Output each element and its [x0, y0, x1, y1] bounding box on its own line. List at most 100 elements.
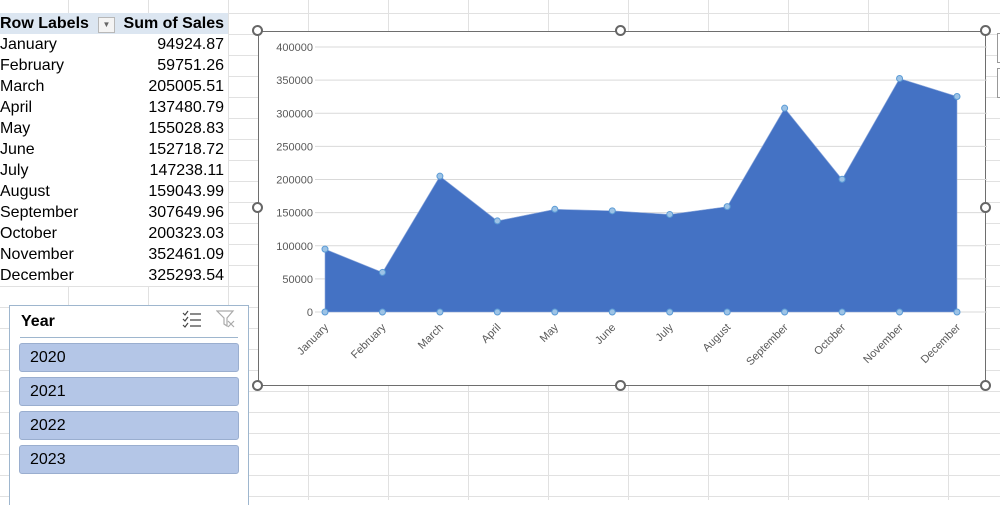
baseline-marker[interactable]: [493, 308, 501, 316]
row-value: 94924.87: [157, 35, 224, 53]
data-point-marker[interactable]: [953, 92, 961, 100]
y-tick-label: 300000: [276, 108, 313, 120]
clear-filter-icon[interactable]: [215, 309, 236, 334]
row-value: 325293.54: [148, 266, 224, 284]
pivot-row[interactable]: April 137480.79: [0, 97, 228, 118]
y-tick-label: 350000: [276, 75, 313, 87]
dropdown-arrow-icon[interactable]: ▼: [98, 16, 115, 33]
pivot-row[interactable]: November 352461.09: [0, 244, 228, 265]
pivot-row[interactable]: December 325293.54: [0, 265, 228, 286]
slicer-item-2022[interactable]: 2022: [19, 411, 239, 440]
slicer-item-2020[interactable]: 2020: [19, 343, 239, 372]
row-label: December: [0, 266, 74, 284]
row-label: March: [0, 77, 45, 95]
row-value: 155028.83: [148, 119, 224, 137]
pivot-row[interactable]: May 155028.83: [0, 118, 228, 139]
row-label: September: [0, 203, 79, 221]
x-tick-label: February: [349, 321, 389, 361]
row-value: 200323.03: [148, 224, 224, 242]
resize-handle[interactable]: [252, 380, 263, 391]
x-tick-label: October: [812, 321, 848, 357]
slicer-item-2023[interactable]: 2023: [19, 445, 239, 474]
row-value: 137480.79: [148, 98, 224, 116]
baseline-marker[interactable]: [953, 308, 961, 316]
y-tick-label: 100000: [276, 241, 313, 253]
data-point-marker[interactable]: [723, 203, 731, 211]
resize-handle[interactable]: [615, 380, 626, 391]
resize-handle[interactable]: [980, 202, 991, 213]
slicer-header: Year: [20, 306, 238, 338]
row-value: 307649.96: [148, 203, 224, 221]
pivot-row[interactable]: March 205005.51: [0, 76, 228, 97]
data-point-marker[interactable]: [551, 205, 559, 213]
baseline-marker[interactable]: [781, 308, 789, 316]
baseline-marker[interactable]: [321, 308, 329, 316]
pivot-row[interactable]: June 152718.72: [0, 139, 228, 160]
pivot-row[interactable]: January 94924.87: [0, 34, 228, 55]
pivot-row[interactable]: February 59751.26: [0, 55, 228, 76]
row-labels-header[interactable]: Row Labels ▼: [0, 15, 116, 33]
x-tick-label: August: [701, 322, 734, 355]
data-point-marker[interactable]: [378, 268, 386, 276]
resize-handle[interactable]: [615, 25, 626, 36]
y-tick-label: 50000: [282, 274, 313, 286]
data-point-marker[interactable]: [666, 210, 674, 218]
baseline-marker[interactable]: [608, 308, 616, 316]
pivot-row[interactable]: August 159043.99: [0, 181, 228, 202]
pivot-row[interactable]: October 200323.03: [0, 223, 228, 244]
y-tick-label: 0: [307, 307, 313, 319]
resize-handle[interactable]: [252, 202, 263, 213]
baseline-marker[interactable]: [838, 308, 846, 316]
data-point-marker[interactable]: [608, 207, 616, 215]
resize-handle[interactable]: [980, 25, 991, 36]
area-chart[interactable]: 0 50000 100000 150000 200000 250000 300000 3500…: [258, 31, 987, 386]
multi-select-icon[interactable]: [182, 310, 202, 333]
slicer-item-2021[interactable]: 2021: [19, 377, 239, 406]
baseline-marker[interactable]: [896, 308, 904, 316]
row-value: 147238.11: [149, 161, 224, 179]
baseline-marker[interactable]: [436, 308, 444, 316]
row-value: 59751.26: [157, 56, 224, 74]
data-point-marker[interactable]: [321, 245, 329, 253]
chart-plot: 0 50000 100000 150000 200000 250000 300000 3500…: [276, 42, 987, 368]
slicer-title: Year: [21, 312, 55, 330]
resize-handle[interactable]: [980, 380, 991, 391]
y-tick-label: 250000: [276, 141, 313, 153]
data-point-marker[interactable]: [436, 172, 444, 180]
x-tick-label: January: [295, 321, 332, 358]
baseline-marker[interactable]: [723, 308, 731, 316]
x-tick-label: June: [593, 322, 618, 347]
x-tick-label: May: [538, 321, 562, 345]
baseline-marker[interactable]: [666, 308, 674, 316]
baseline-marker[interactable]: [551, 308, 559, 316]
x-tick-label: December: [919, 321, 964, 366]
x-tick-label: November: [861, 321, 906, 366]
row-label: October: [0, 224, 57, 242]
row-value: 352461.09: [148, 245, 224, 263]
baseline-marker[interactable]: [378, 308, 386, 316]
x-tick-label: April: [479, 322, 503, 346]
sum-of-sales-header[interactable]: Sum of Sales: [123, 14, 224, 32]
pivot-table: Row Labels ▼ Sum of Sales January 94924.…: [0, 13, 228, 286]
row-value: 205005.51: [148, 77, 224, 95]
chart-elements-button[interactable]: [997, 33, 1000, 63]
y-tick-label: 400000: [276, 42, 313, 54]
y-tick-label: 200000: [276, 175, 313, 187]
pivot-row[interactable]: July 147238.11: [0, 160, 228, 181]
data-point-marker[interactable]: [838, 175, 846, 183]
data-point-marker[interactable]: [896, 74, 904, 82]
data-point-marker[interactable]: [493, 217, 501, 225]
y-tick-label: 150000: [276, 208, 313, 220]
row-label: April: [0, 98, 33, 116]
resize-handle[interactable]: [252, 25, 263, 36]
row-label: June: [0, 140, 35, 158]
x-tick-label: March: [416, 322, 446, 352]
chart-styles-button[interactable]: [997, 68, 1000, 98]
row-label: May: [0, 119, 31, 137]
data-point-marker[interactable]: [781, 104, 789, 112]
row-label: July: [0, 161, 29, 179]
row-label: January: [0, 35, 57, 53]
row-label: February: [0, 56, 65, 74]
year-slicer[interactable]: Year 2020 2021 2022 2023: [9, 305, 249, 505]
pivot-row[interactable]: September 307649.96: [0, 202, 228, 223]
